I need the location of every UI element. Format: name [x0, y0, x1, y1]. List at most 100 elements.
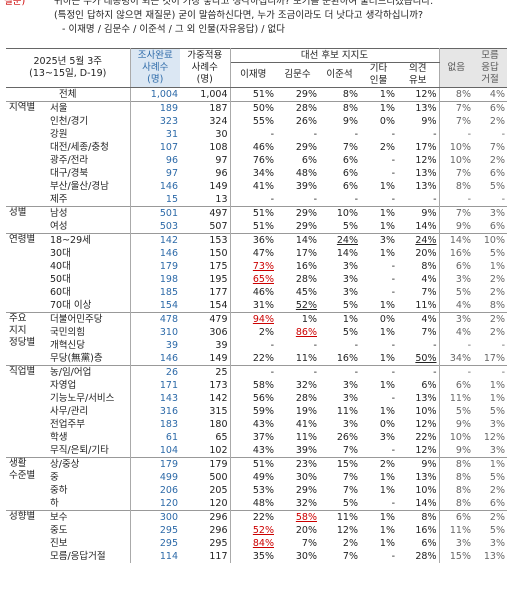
cell: 7%	[439, 167, 473, 180]
cell-value: 9%	[421, 207, 437, 219]
data-row: 50대 198 195 65% 28% 3% - 4% 3% 2%	[6, 273, 507, 286]
cell: 324	[180, 115, 231, 128]
cell: -	[276, 128, 319, 141]
cell-value: 55%	[252, 115, 274, 127]
data-row: 중 499 500 49% 30% 7% 1% 13% 8% 5%	[6, 471, 507, 484]
cell-value: 8%	[455, 88, 471, 100]
cell: 52%	[276, 299, 319, 313]
cell: 30%	[276, 550, 319, 563]
cell: 3%	[473, 418, 507, 431]
cell: -	[230, 128, 276, 141]
row-label: 기능노무/서비스	[44, 392, 131, 405]
cell-value: 499	[159, 471, 178, 483]
cell-value: 50%	[415, 352, 437, 364]
cell-value: 3%	[379, 431, 395, 443]
cell-value: 41%	[252, 180, 274, 192]
cell-value: 3%	[489, 207, 505, 219]
cell: 29%	[276, 220, 319, 234]
cell-value: 3%	[489, 418, 505, 430]
cell-value: 146	[159, 352, 178, 364]
cell-value: -	[433, 339, 437, 351]
cell-value: 34%	[449, 352, 471, 364]
cell: 96	[180, 167, 231, 180]
cell: 6%	[439, 379, 473, 392]
cell-value: 179	[159, 260, 178, 272]
cell: 16%	[276, 260, 319, 273]
cell: 6%	[473, 220, 507, 234]
row-label: 더불어민주당	[44, 312, 131, 326]
cell-value: 6%	[455, 379, 471, 391]
row-label: 전체	[6, 87, 131, 102]
cell: 14%	[276, 233, 319, 247]
cell-value: 96	[165, 154, 178, 166]
cell: 4%	[473, 88, 507, 102]
cell: 25	[180, 365, 231, 379]
cell: 9%	[439, 444, 473, 458]
column-header-line: 김문수	[284, 69, 311, 80]
cell: 150	[180, 247, 231, 260]
row-label: 보수	[44, 510, 131, 524]
cell-value: -	[354, 366, 358, 378]
cell: -	[397, 193, 440, 207]
cell-value: 478	[159, 313, 178, 325]
cell-value: 500	[209, 471, 228, 483]
cell-value: 13%	[415, 471, 437, 483]
cell: 46%	[230, 286, 276, 299]
cell: 86%	[276, 326, 319, 339]
cell: 478	[130, 312, 180, 326]
column-header: 의견 유보	[397, 62, 440, 88]
cell: 300	[130, 510, 180, 524]
cell-value: 107	[159, 141, 178, 153]
cell-value: 13%	[415, 392, 437, 404]
cell: 23%	[276, 457, 319, 471]
cell: 28%	[276, 101, 319, 115]
data-row: 국민의힘 310 306 2% 86% 5% 1% 7% 4% 2%	[6, 326, 507, 339]
cell-value: -	[501, 366, 505, 378]
cell-value: 3%	[489, 537, 505, 549]
cell: -	[360, 193, 397, 207]
cell: 9%	[397, 457, 440, 471]
data-row: 대구/경북 97 96 34% 48% 6% - 13% 7% 6%	[6, 167, 507, 180]
cell: 7%	[439, 115, 473, 128]
cell-value: 11%	[336, 511, 358, 523]
group-label-line: 주요	[9, 313, 27, 324]
cell-value: 26%	[336, 431, 358, 443]
row-label: 40대	[44, 260, 131, 273]
cell-value: 187	[209, 102, 228, 114]
cell-value: 6%	[489, 102, 505, 114]
cell-value: -	[391, 128, 395, 140]
data-row: 주요 지지 정당별 더불어민주당 478 479 94% 1% 1% 0% 4% 3% 2%	[6, 312, 507, 366]
cell: 13%	[473, 550, 507, 563]
cell: 8%	[439, 457, 473, 471]
cell: 8%	[439, 484, 473, 497]
cell: 11%	[276, 431, 319, 444]
cell-value: -	[313, 366, 317, 378]
cell: 153	[180, 233, 231, 247]
cell: 17%	[397, 141, 440, 154]
cell: 2%	[473, 273, 507, 286]
cell-value: 154	[159, 299, 178, 311]
cell: 73%	[230, 260, 276, 273]
cell: 3%	[439, 537, 473, 550]
cell: 501	[130, 206, 180, 220]
cell-value: -	[313, 193, 317, 205]
cell-value: 7%	[455, 167, 471, 179]
cell: 146	[130, 352, 180, 366]
cell: -	[439, 365, 473, 379]
cell-value: 16%	[336, 352, 358, 364]
cell-value: -	[270, 366, 274, 378]
group-label-line: 정당별	[9, 337, 36, 348]
cell-value: 39	[165, 339, 178, 351]
cell-value: 6%	[489, 167, 505, 179]
cell-value: -	[391, 339, 395, 351]
cell: 65%	[230, 273, 276, 286]
cell: -	[276, 339, 319, 352]
row-label: 18~29세	[44, 233, 131, 247]
cell-value: 1%	[379, 524, 395, 536]
cell-value: 97	[215, 154, 228, 166]
cell-value: 10%	[483, 234, 505, 246]
cell: 143	[130, 392, 180, 405]
cell-value: 17%	[415, 141, 437, 153]
cell-value: 5%	[342, 326, 358, 338]
question-line: (특정인 답하지 않으면 재질문) 굳이 말씀하신다면, 누가 조금이라도 더 …	[54, 10, 424, 21]
